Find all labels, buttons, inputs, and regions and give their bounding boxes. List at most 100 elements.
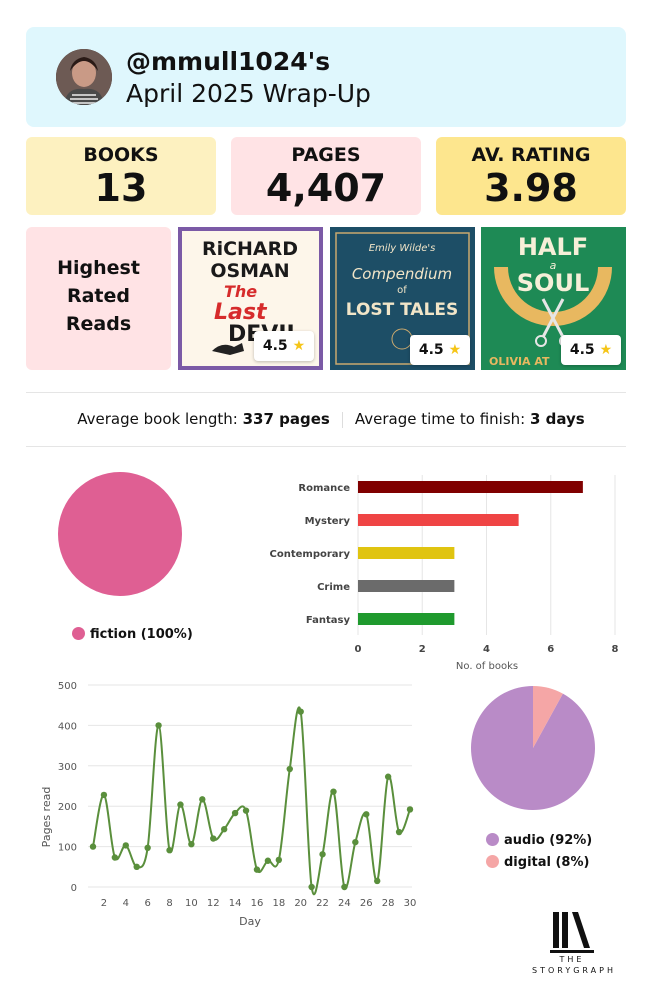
logo-text-line1: THE: [559, 955, 585, 964]
book-cover-1[interactable]: RiCHARD OSMAN The Last DEVIL To 4.5 ★: [178, 227, 323, 370]
fiction-pie-chart: [58, 472, 182, 596]
pie-legend-item: audio (92%): [486, 833, 592, 848]
cover-3-title-line: SOUL: [517, 269, 589, 297]
pie-slice: [533, 686, 563, 748]
book-cover-2[interactable]: Emily Wilde's Compendium of LOST TALES 4…: [330, 227, 475, 370]
bar-xlabel: No. of books: [456, 661, 518, 672]
bar-marks: [358, 481, 583, 625]
cover-2-author: Emily Wilde's: [369, 243, 436, 254]
book-rating-value: 4.5: [569, 342, 595, 358]
divider: [341, 411, 343, 428]
line-point: [199, 796, 206, 803]
line-points: [89, 708, 414, 891]
book-cover-3[interactable]: HALF a SOUL OLIVIA AT 4.5 ★: [481, 227, 626, 370]
legend-swatch: [486, 855, 499, 868]
line-x-tick-label: 24: [338, 898, 351, 909]
stat-books: BOOKS 13: [26, 137, 216, 215]
line-y-tick-label: 500: [58, 681, 77, 692]
line-point: [220, 826, 228, 833]
book-rating-value: 4.5: [262, 338, 288, 354]
stat-books-label: BOOKS: [83, 144, 159, 166]
stat-pages-value: 4,407: [265, 166, 387, 210]
scissors-handle: [535, 335, 547, 347]
line-point: [100, 791, 108, 799]
logo-bar: [553, 912, 559, 948]
scissors-icon: [541, 298, 565, 338]
cover-3-author: OLIVIA AT: [489, 355, 550, 368]
stat-rating: AV. RATING 3.98: [436, 137, 626, 215]
pie-legend-item: fiction (100%): [72, 627, 193, 642]
logo-bar: [562, 912, 568, 948]
line-point: [363, 811, 370, 818]
bar-category-label: Mystery: [305, 516, 351, 527]
line-point: [122, 842, 129, 849]
line-point: [374, 877, 381, 885]
legend-label: audio (92%): [504, 833, 593, 848]
legend-swatch: [486, 833, 499, 846]
stat-rating-value: 3.98: [484, 166, 578, 210]
line-point: [144, 844, 151, 852]
line-ylabel: Pages read: [40, 787, 53, 848]
line-point: [406, 806, 414, 813]
line-y-tick-label: 400: [58, 721, 77, 732]
line-grid: [88, 684, 412, 888]
line-point: [188, 840, 195, 848]
line-x-tick-label: 6: [144, 898, 150, 909]
line-x-tick-label: 26: [360, 898, 373, 909]
star-icon: ★: [599, 342, 613, 358]
bar-category-label: Contemporary: [270, 549, 351, 560]
line-point: [89, 843, 97, 850]
line-point: [352, 838, 359, 846]
storygraph-logo[interactable]: THE STORYGRAPH: [520, 910, 630, 980]
line-point: [319, 851, 326, 858]
bar-tick-label: 4: [483, 644, 490, 655]
cover-2-title-line: Compendium: [352, 265, 452, 283]
divider: [26, 446, 626, 447]
bar-tick-label: 6: [547, 644, 554, 655]
pie-slices: [58, 472, 182, 596]
line-x-tick-label: 2: [101, 898, 107, 909]
line-x-tick-label: 20: [294, 898, 307, 909]
line-x-tick-label: 22: [316, 898, 329, 909]
averages-row: Average book length: 337 pages Average ti…: [0, 410, 662, 428]
avg-time-label: Average time to finish:: [354, 410, 530, 428]
line-point: [341, 883, 348, 891]
avg-time-value: 3 days: [529, 410, 585, 428]
logo-text-line2: STORYGRAPH: [532, 966, 616, 975]
line-point: [286, 765, 293, 773]
cover-1-author-line: RiCHARD: [202, 238, 298, 260]
avatar[interactable]: [56, 49, 112, 105]
avg-length-label: Average book length:: [77, 410, 243, 428]
pie-slice: [58, 472, 182, 596]
line-y-tick-label: 100: [58, 843, 77, 854]
line-xlabel: Day: [239, 915, 261, 928]
line-point: [133, 863, 140, 870]
legend-swatch: [72, 627, 85, 640]
bar-tick-labels: 0 2 4 6 8: [355, 644, 619, 655]
line-x-tick-label: 28: [382, 898, 395, 909]
line-x-tick-label: 16: [251, 898, 264, 909]
stat-pages-label: PAGES: [291, 144, 361, 166]
line-x-tick-label: 4: [123, 898, 129, 909]
cover-1-title-line: The: [224, 282, 257, 301]
line-point: [111, 854, 119, 861]
ornament-frame: [335, 232, 470, 365]
avg-length-value: 337 pages: [242, 410, 330, 428]
ornament-circle: [391, 328, 413, 350]
pie-slices: [471, 686, 595, 810]
cover-2-title-line: LOST TALES: [346, 300, 459, 320]
line-y-tick-label: 300: [58, 762, 77, 773]
logo-bar: [572, 912, 590, 948]
line-x-tick-label: 30: [404, 898, 417, 909]
profile-header: @mmull1024's April 2025 Wrap-Up: [26, 27, 626, 127]
line-point: [330, 788, 337, 795]
highest-rated-label: Highest Rated Reads: [26, 227, 171, 370]
line-point: [395, 828, 403, 836]
line-point: [264, 857, 272, 864]
book-rating-badge: 4.5 ★: [410, 335, 470, 365]
bar: [358, 547, 455, 559]
bar-category-label: Fantasy: [306, 615, 351, 626]
bar: [358, 580, 455, 592]
cover-3-title-line: a: [550, 259, 557, 272]
